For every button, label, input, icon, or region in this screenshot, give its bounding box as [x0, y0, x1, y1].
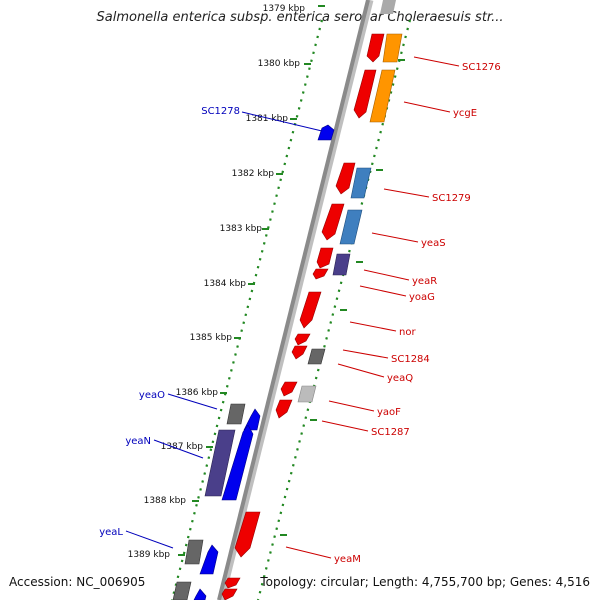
- label-leader: [153, 439, 204, 459]
- kbp-label: 1379 kbp: [263, 4, 306, 14]
- gene-arrow[interactable]: [275, 399, 293, 419]
- gene-arrow[interactable]: [335, 162, 356, 195]
- scale-track-left: [170, 19, 324, 600]
- gene-arrow[interactable]: [380, 0, 396, 14]
- gene-arrow[interactable]: [224, 577, 241, 589]
- label-leader: [363, 269, 410, 281]
- gene-label[interactable]: yoaG: [409, 292, 435, 303]
- label-leader: [241, 111, 323, 132]
- label-leader: [349, 321, 397, 332]
- gene-arrow[interactable]: [184, 539, 204, 565]
- gene-arrow[interactable]: [193, 588, 207, 600]
- gene-arrow[interactable]: [294, 333, 311, 346]
- gene-arrow[interactable]: [299, 291, 322, 329]
- gene-label[interactable]: yeaM: [334, 554, 361, 565]
- gene-label[interactable]: yaoF: [377, 407, 401, 418]
- label-leader: [413, 56, 460, 67]
- gene-arrow[interactable]: [199, 544, 219, 575]
- gene-arrow[interactable]: [366, 33, 385, 63]
- gene-label[interactable]: SC1278: [201, 106, 240, 117]
- label-leader: [359, 285, 407, 297]
- label-leader: [167, 393, 218, 410]
- kbp-label: 1380 kbp: [258, 59, 301, 69]
- kbp-label: 1384 kbp: [204, 279, 247, 289]
- gene-arrow[interactable]: [350, 167, 372, 199]
- gene-label[interactable]: yeaO: [139, 390, 165, 401]
- kbp-label: 1385 kbp: [190, 333, 233, 343]
- gene-arrow[interactable]: [312, 268, 329, 280]
- gene-arrow[interactable]: [353, 69, 377, 119]
- kbp-label: 1383 kbp: [220, 224, 263, 234]
- gene-arrow[interactable]: [204, 429, 236, 497]
- gene-arrow[interactable]: [221, 588, 238, 600]
- gene-label[interactable]: yeaQ: [387, 373, 413, 384]
- kbp-label: 1382 kbp: [232, 169, 275, 179]
- genome-summary-text: Topology: circular; Length: 4,755,700 bp…: [260, 575, 590, 589]
- gene-label[interactable]: SC1279: [432, 193, 471, 204]
- gene-arrow[interactable]: [297, 385, 317, 403]
- label-leader: [403, 101, 451, 113]
- gene-arrow[interactable]: [172, 581, 192, 600]
- accession-text: Accession: NC_006905: [9, 575, 146, 589]
- reverse-strand-genes: [221, 0, 403, 600]
- map-title: Salmonella enterica subsp. enterica sero…: [96, 10, 504, 25]
- gene-arrow[interactable]: [280, 381, 298, 397]
- gene-label[interactable]: ycgE: [453, 108, 477, 119]
- label-leader: [342, 349, 389, 359]
- gene-label[interactable]: yeaN: [125, 436, 151, 447]
- label-leader: [328, 400, 375, 412]
- gene-arrow[interactable]: [382, 33, 403, 63]
- kbp-label: 1381 kbp: [246, 114, 289, 124]
- gene-label[interactable]: nor: [399, 327, 416, 338]
- label-leader: [321, 420, 369, 432]
- gene-arrow[interactable]: [221, 424, 254, 501]
- left-gene-labels: SC1278 yeaO yeaN yeaL: [99, 106, 323, 549]
- kbp-labels: 1379 kbp 1380 kbp 1381 kbp 1382 kbp 1383…: [128, 4, 306, 560]
- gene-label[interactable]: yeaS: [421, 238, 446, 249]
- tick-marks: [178, 5, 405, 556]
- label-leader: [125, 530, 174, 549]
- gene-label[interactable]: SC1287: [371, 427, 410, 438]
- label-leader: [371, 232, 419, 243]
- kbp-label: 1386 kbp: [176, 388, 219, 398]
- gene-label[interactable]: SC1284: [391, 354, 430, 365]
- right-gene-labels: SC1276 ycgE SC1279 yeaS yeaR yoaG nor SC…: [285, 56, 501, 565]
- gene-arrow[interactable]: [317, 124, 335, 141]
- label-leader: [337, 363, 385, 378]
- gene-label[interactable]: yeaR: [412, 276, 437, 287]
- gene-arrow[interactable]: [316, 247, 334, 269]
- gene-arrow[interactable]: [307, 348, 326, 365]
- gene-label[interactable]: SC1276: [462, 62, 501, 73]
- kbp-label: 1389 kbp: [128, 550, 171, 560]
- label-leader: [383, 188, 430, 198]
- label-leader: [285, 546, 332, 559]
- gene-arrow[interactable]: [226, 403, 246, 425]
- backbone: [217, 0, 370, 600]
- gene-arrow[interactable]: [234, 511, 261, 558]
- gene-arrow[interactable]: [369, 69, 396, 123]
- forward-strand-genes: [172, 124, 335, 600]
- kbp-label: 1387 kbp: [161, 442, 204, 452]
- gene-arrow[interactable]: [321, 203, 345, 241]
- kbp-label: 1388 kbp: [144, 496, 187, 506]
- gene-arrow[interactable]: [291, 345, 308, 360]
- gene-arrow[interactable]: [339, 209, 363, 245]
- gene-label[interactable]: yeaL: [99, 527, 123, 538]
- gene-arrow[interactable]: [332, 253, 351, 276]
